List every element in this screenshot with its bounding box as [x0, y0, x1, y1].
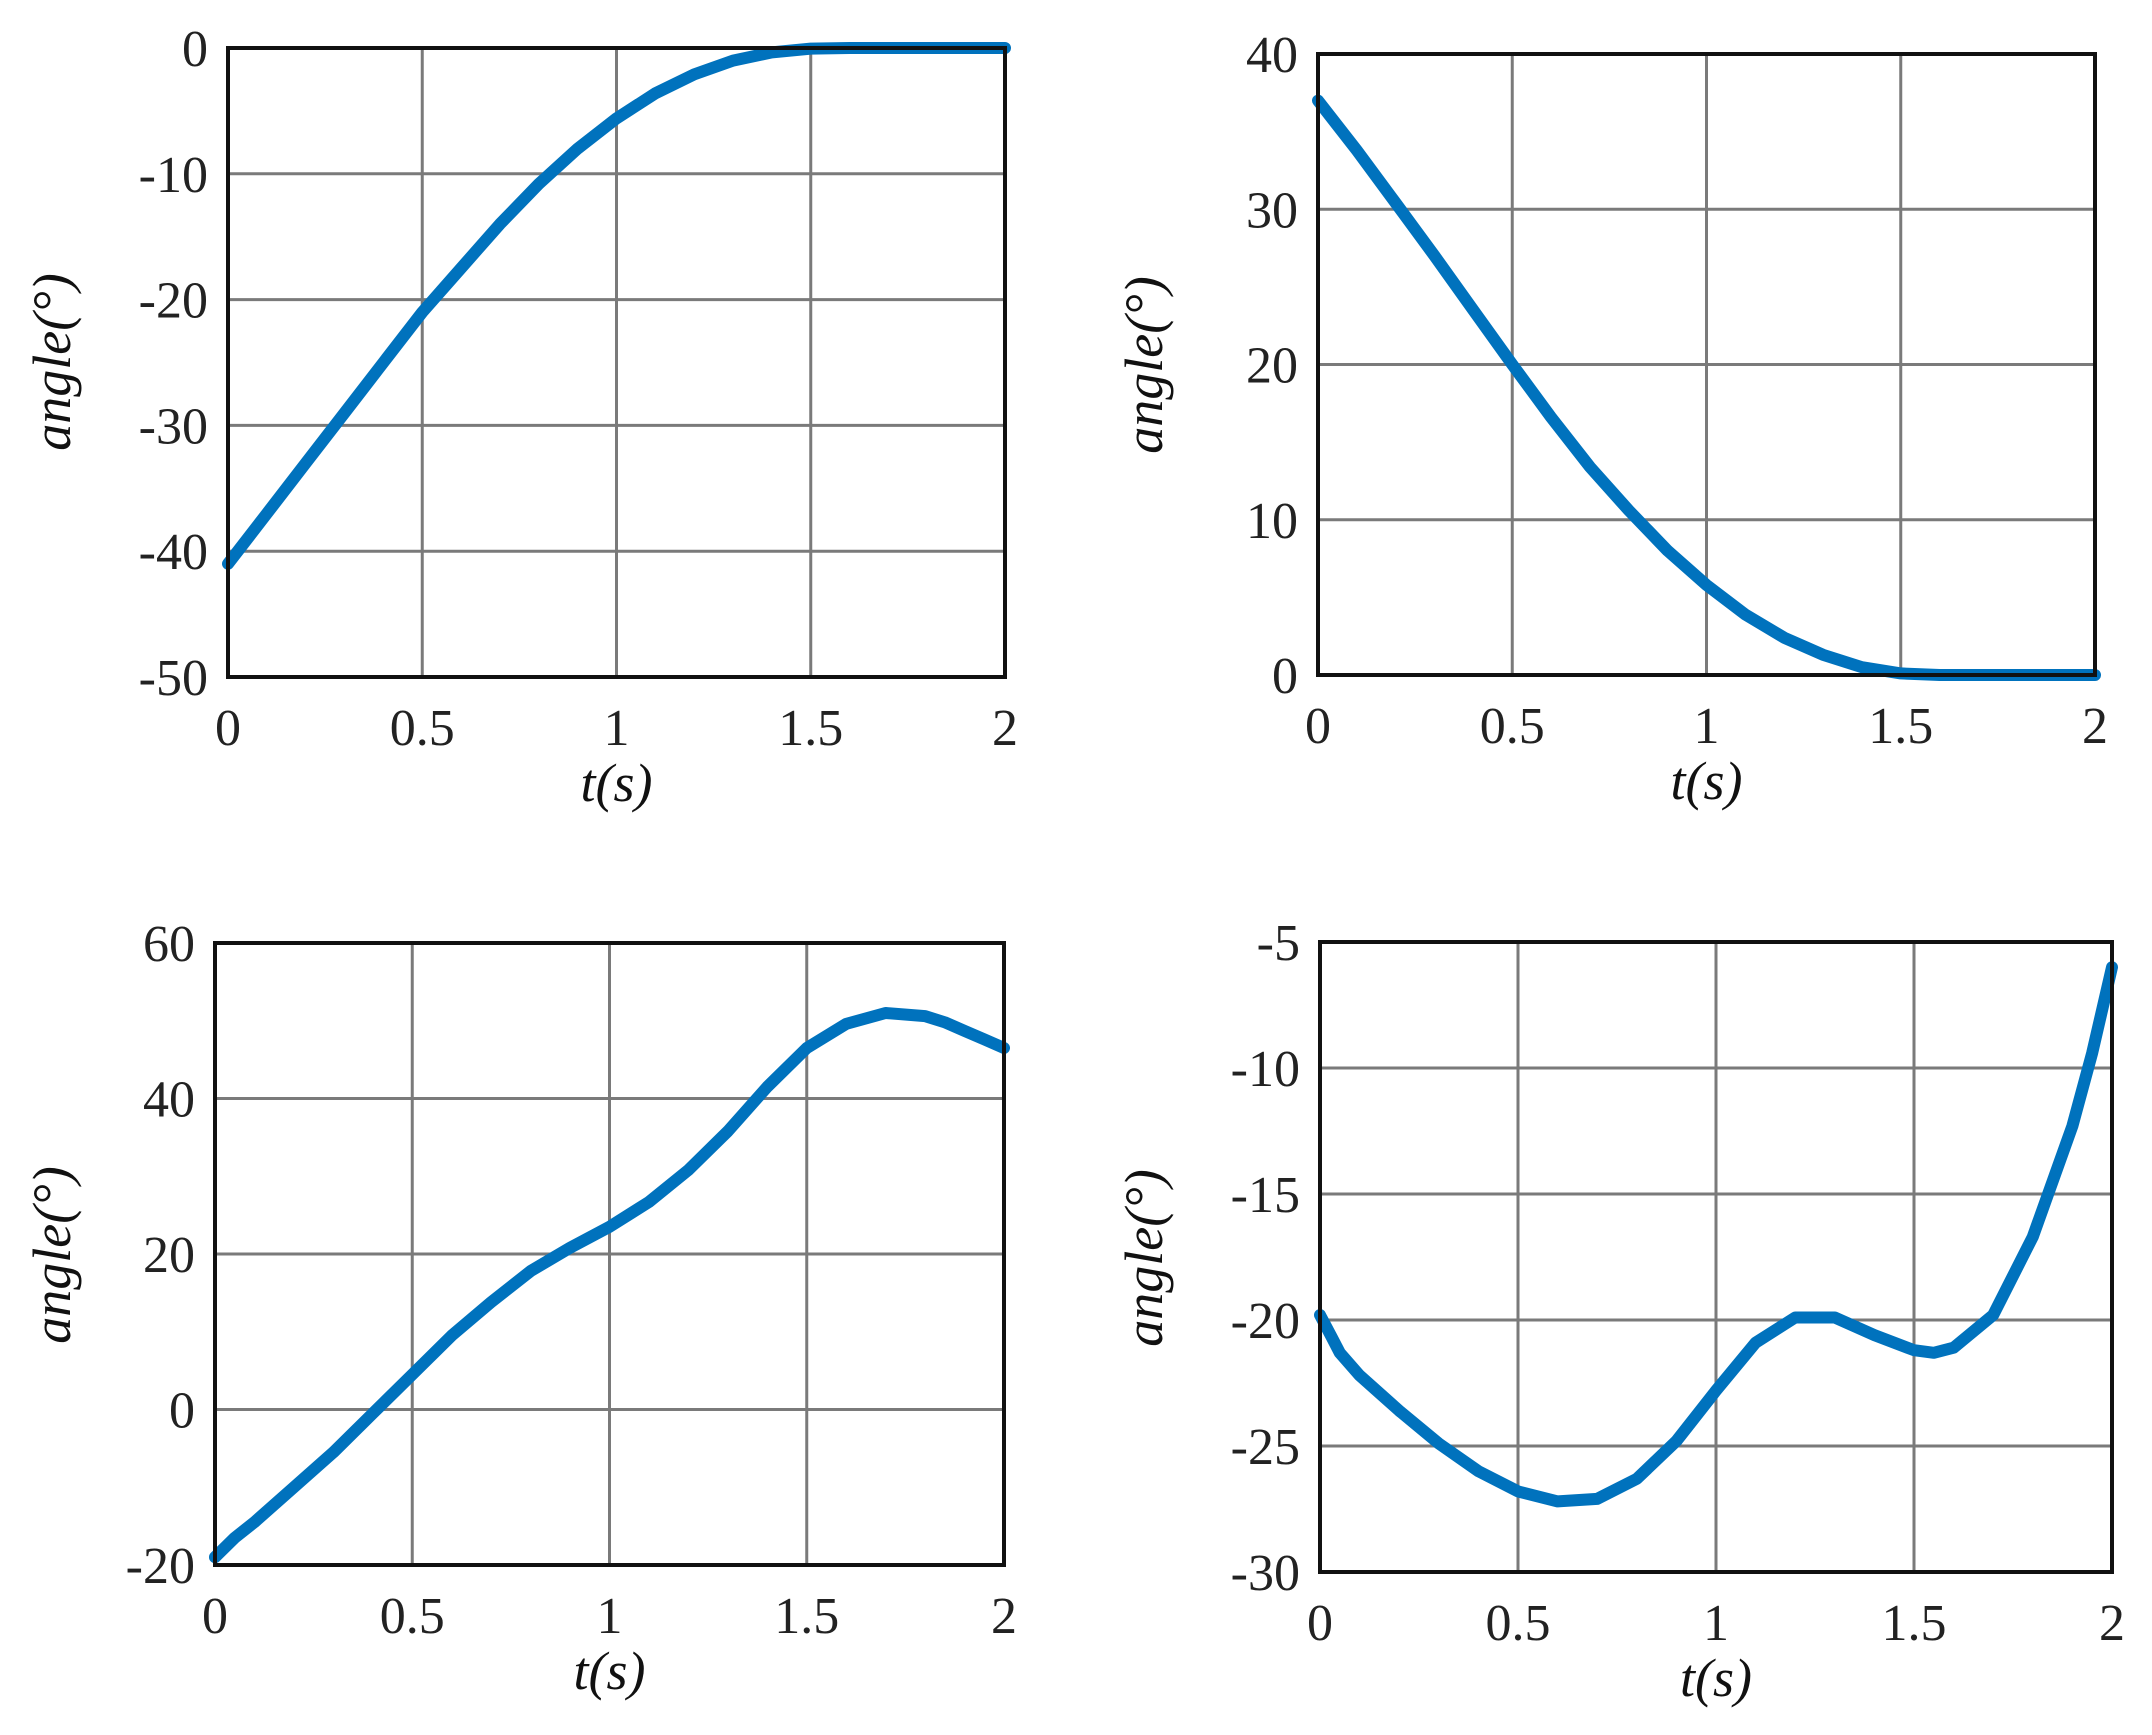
x-axis-label: t(s) — [1671, 751, 1743, 811]
y-tick-label: 0 — [169, 1383, 195, 1440]
x-tick-label: 1 — [1694, 698, 1720, 755]
x-tick-label: 1.5 — [1868, 698, 1933, 755]
y-tick-label: -30 — [1231, 1545, 1300, 1602]
y-tick-label: -20 — [126, 1538, 195, 1595]
x-tick-label: 0.5 — [390, 700, 455, 757]
x-tick-label: 0.5 — [1486, 1595, 1551, 1652]
series-line — [209, 1007, 1010, 1564]
y-axis-label: angle(°) — [1114, 276, 1174, 454]
y-tick-label: -20 — [139, 273, 208, 330]
y-tick-label: 0 — [1272, 648, 1298, 705]
x-tick-label: 1.5 — [778, 700, 843, 757]
y-tick-label: -20 — [1231, 1293, 1300, 1350]
x-tick-label: 0.5 — [380, 1588, 445, 1645]
axes-frame — [226, 46, 1007, 679]
x-axis-label: t(s) — [574, 1641, 646, 1701]
y-tick-label: 10 — [1246, 493, 1298, 550]
y-tick-label: 20 — [1246, 338, 1298, 395]
x-tick-label: 1.5 — [1882, 1595, 1947, 1652]
y-axis-label: angle(°) — [22, 1166, 82, 1344]
x-tick-label: 0.5 — [1480, 698, 1545, 755]
x-tick-label: 0 — [202, 1588, 228, 1645]
x-tick-label: 1 — [1703, 1595, 1729, 1652]
axes-frame — [213, 941, 1006, 1567]
y-tick-label: 40 — [1246, 27, 1298, 84]
x-axis-label: t(s) — [581, 753, 653, 813]
x-tick-label: 0 — [215, 700, 241, 757]
x-tick-label: 1 — [604, 700, 630, 757]
axes-frame — [1318, 940, 2114, 1574]
y-tick-label: 0 — [182, 21, 208, 78]
x-tick-label: 2 — [2082, 698, 2108, 755]
x-tick-label: 1.5 — [774, 1588, 839, 1645]
chart-bottom-right: 0 0.5 1 1.5 2 -30 -25 -20 -15 -10 -5 t(s) angle(°) — [1114, 915, 2125, 1708]
x-tick-label: 2 — [2099, 1595, 2125, 1652]
y-tick-label: -10 — [139, 147, 208, 204]
x-tick-label: 2 — [992, 700, 1018, 757]
y-tick-label: -15 — [1231, 1167, 1300, 1224]
y-tick-label: -30 — [139, 398, 208, 455]
y-tick-label: 20 — [143, 1227, 195, 1284]
x-tick-label: 0 — [1305, 698, 1331, 755]
y-tick-label: -10 — [1231, 1041, 1300, 1098]
x-tick-label: 0 — [1307, 1595, 1333, 1652]
chart-top-left: 0 0.5 1 1.5 2 -50 -40 -30 -20 -10 0 t(s) angle(°) — [22, 21, 1018, 813]
y-tick-label: 40 — [143, 1072, 195, 1129]
axes-frame — [1316, 52, 2097, 677]
series-line — [1314, 961, 2118, 1508]
y-axis-label: angle(°) — [1114, 1169, 1174, 1347]
y-tick-label: 30 — [1246, 182, 1298, 239]
y-tick-label: -25 — [1231, 1419, 1300, 1476]
y-tick-label: -50 — [139, 650, 208, 707]
x-tick-label: 1 — [597, 1588, 623, 1645]
y-tick-label: -5 — [1257, 915, 1300, 972]
x-tick-label: 2 — [991, 1588, 1017, 1645]
y-axis-label: angle(°) — [22, 273, 82, 451]
y-tick-label: 60 — [143, 916, 195, 973]
x-axis-label: t(s) — [1680, 1648, 1752, 1708]
y-tick-label: -40 — [139, 524, 208, 581]
